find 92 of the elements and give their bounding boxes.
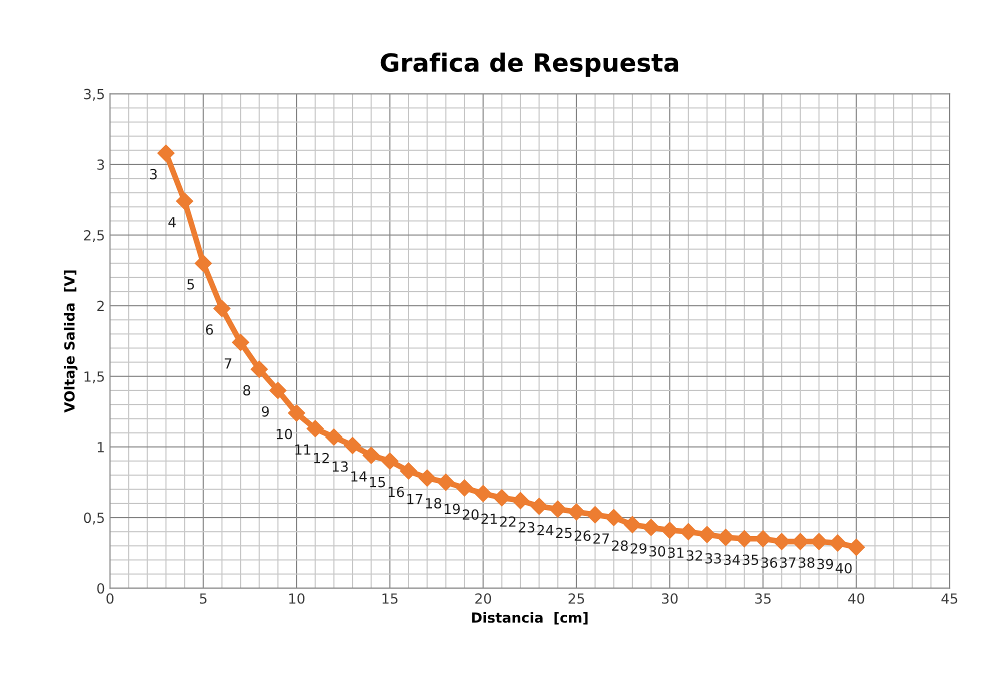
annotation: 39 bbox=[817, 558, 834, 570]
annotation: 19 bbox=[444, 504, 460, 514]
point bbox=[325, 428, 342, 446]
point bbox=[848, 538, 865, 556]
point bbox=[605, 509, 622, 526]
y-tick-label: 1,5 bbox=[84, 371, 104, 384]
annotation: 14 bbox=[351, 471, 367, 482]
annotation: 40 bbox=[836, 562, 852, 574]
annotation: 38 bbox=[798, 557, 814, 568]
annotation: 23 bbox=[518, 522, 534, 533]
point bbox=[306, 420, 324, 438]
point bbox=[381, 452, 398, 470]
annotation: 32 bbox=[686, 550, 702, 561]
point bbox=[642, 518, 660, 536]
annotation: 7 bbox=[224, 358, 232, 368]
annotation: 8 bbox=[243, 385, 250, 396]
point bbox=[698, 526, 716, 544]
annotation: 27 bbox=[593, 533, 609, 544]
point bbox=[512, 492, 530, 510]
point bbox=[400, 462, 418, 480]
x-tick-label: 5 bbox=[200, 593, 206, 604]
point bbox=[269, 382, 286, 400]
annotation: 30 bbox=[649, 546, 666, 557]
annotation: 11 bbox=[295, 444, 310, 455]
y-tick-label: 3,5 bbox=[84, 88, 104, 101]
annotation: 16 bbox=[388, 486, 404, 498]
y-tick-label: 0 bbox=[97, 583, 104, 594]
annotation: 34 bbox=[724, 554, 740, 566]
y-tick-label: 2 bbox=[97, 300, 104, 311]
annotation: 6 bbox=[206, 324, 213, 335]
annotation: 3 bbox=[150, 168, 157, 180]
annotation: 24 bbox=[537, 524, 554, 536]
y-tick-label: 3 bbox=[97, 159, 104, 170]
annotation: 26 bbox=[574, 530, 591, 542]
point bbox=[549, 500, 566, 518]
annotation: 37 bbox=[780, 557, 796, 568]
point bbox=[586, 506, 604, 524]
x-tick-label: 15 bbox=[382, 593, 398, 604]
x-tick-label: 30 bbox=[662, 593, 678, 604]
x-tick-label: 20 bbox=[475, 593, 492, 604]
x-tick-label: 35 bbox=[755, 593, 771, 604]
y-tick-label: 1 bbox=[98, 442, 104, 452]
point bbox=[362, 446, 380, 464]
annotation: 12 bbox=[314, 452, 329, 464]
annotation: 10 bbox=[276, 428, 292, 440]
point bbox=[474, 485, 492, 502]
point bbox=[829, 534, 846, 552]
annotation: 5 bbox=[187, 279, 194, 290]
x-tick-label: 25 bbox=[568, 593, 584, 604]
point bbox=[624, 516, 641, 534]
y-axis-title: VOltaje Salida [V] bbox=[64, 270, 78, 413]
annotation: 4 bbox=[168, 217, 176, 228]
chart-title: Grafica de Respuesta bbox=[380, 52, 678, 77]
annotation: 13 bbox=[332, 461, 348, 472]
point bbox=[437, 474, 454, 491]
point bbox=[288, 404, 306, 422]
point bbox=[213, 300, 230, 318]
annotation: 21 bbox=[481, 514, 497, 524]
point bbox=[456, 479, 474, 496]
annotation: 20 bbox=[462, 509, 479, 520]
x-axis-title: Distancia [cm] bbox=[472, 612, 588, 624]
annotation: 28 bbox=[612, 540, 628, 551]
y-tick-label: 0,5 bbox=[84, 512, 104, 524]
point bbox=[661, 522, 678, 539]
point bbox=[568, 503, 585, 520]
x-tick-label: 45 bbox=[941, 593, 958, 604]
annotation: 33 bbox=[705, 553, 721, 564]
annotation: 18 bbox=[426, 498, 442, 509]
annotation: 35 bbox=[742, 554, 758, 566]
annotation: 15 bbox=[370, 477, 385, 488]
x-tick-label: 10 bbox=[289, 593, 304, 604]
x-tick-label: 40 bbox=[848, 593, 864, 604]
point bbox=[530, 498, 548, 515]
point bbox=[157, 144, 175, 162]
point bbox=[493, 489, 510, 506]
point bbox=[680, 523, 697, 540]
point bbox=[717, 528, 734, 546]
annotation: 29 bbox=[630, 543, 646, 554]
annotation: 36 bbox=[761, 557, 778, 568]
annotation: 25 bbox=[556, 528, 572, 538]
point bbox=[194, 254, 212, 272]
annotation: 22 bbox=[500, 516, 516, 527]
point bbox=[418, 469, 436, 487]
point bbox=[250, 360, 268, 378]
point bbox=[176, 192, 194, 210]
annotation: 9 bbox=[262, 406, 269, 417]
point bbox=[232, 334, 250, 351]
annotation: 17 bbox=[407, 494, 422, 504]
x-tick-label: 0 bbox=[106, 593, 114, 604]
annotation: 31 bbox=[668, 547, 684, 558]
point bbox=[344, 436, 362, 454]
y-tick-label: 2,5 bbox=[84, 230, 104, 242]
